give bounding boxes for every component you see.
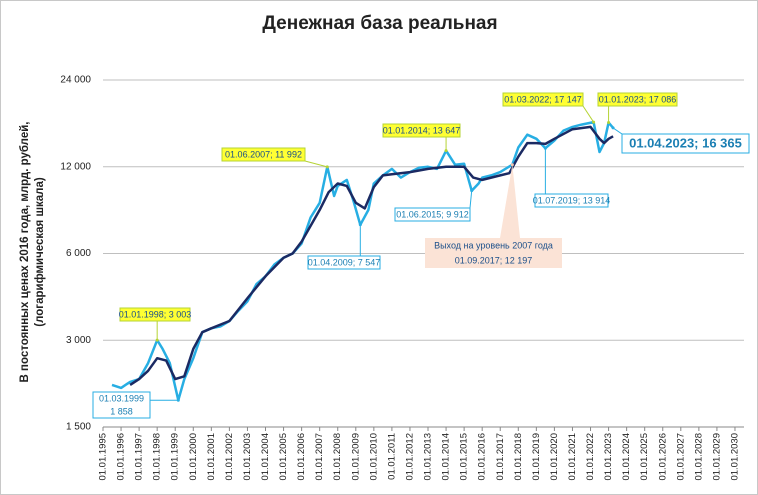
callout-leader xyxy=(612,127,623,135)
callout-box xyxy=(221,147,306,162)
callout-label: 01.09.2017; 12 197 xyxy=(455,255,533,265)
x-tick-label: 01.01.2019 xyxy=(531,433,542,481)
x-tick-label: 01.01.2021 xyxy=(567,433,578,481)
x-tick-label: 01.01.1995 xyxy=(98,433,109,481)
x-tick-label: 01.01.2029 xyxy=(711,433,722,481)
callout-label: 01.07.2019; 13 914 xyxy=(533,195,611,205)
x-tick-label: 01.01.2009 xyxy=(350,433,361,481)
y-tick-label: 12 000 xyxy=(60,161,91,172)
y-tick-label: 6 000 xyxy=(66,248,91,259)
y-tick-label: 1 500 xyxy=(66,422,91,433)
x-tick-label: 01.01.2013 xyxy=(423,433,434,481)
chart-title: Денежная база реальная xyxy=(262,13,497,34)
annotation-point xyxy=(510,163,514,167)
x-tick-label: 01.01.2010 xyxy=(368,433,379,481)
x-tick-label: 01.01.2015 xyxy=(459,433,470,481)
series-line xyxy=(129,125,614,386)
x-tick-label: 01.01.2030 xyxy=(729,433,740,481)
x-tick-label: 01.01.2012 xyxy=(404,433,415,481)
callout-label: Выход на уровень 2007 года xyxy=(434,240,553,250)
x-tick-label: 01.01.2006 xyxy=(296,433,307,481)
callout-box xyxy=(307,255,381,270)
x-tick-label: 01.01.2008 xyxy=(332,433,343,481)
annotation-point xyxy=(543,146,547,150)
x-tick-label: 01.01.2011 xyxy=(386,433,397,480)
callout-box xyxy=(425,238,562,268)
callout-box xyxy=(621,133,750,154)
annotation-point xyxy=(592,120,596,124)
callout-leader xyxy=(304,160,328,168)
callout-label: 01.01.1998; 3 003 xyxy=(119,309,192,319)
x-tick-label: 01.01.1996 xyxy=(116,433,127,481)
callout-leader xyxy=(469,190,473,209)
x-tick-label: 01.01.2020 xyxy=(549,433,560,481)
x-tick-label: 01.01.1998 xyxy=(152,433,163,481)
callout-box xyxy=(534,193,609,208)
callout-label: 01.04.2023; 16 365 xyxy=(629,135,742,150)
annotation-point xyxy=(470,189,474,193)
callout-label: 01.03.1999 xyxy=(99,393,144,403)
callout-label: 01.06.2015; 9 912 xyxy=(396,209,469,219)
annotation-point xyxy=(325,165,329,169)
annotation-point xyxy=(607,121,611,125)
annotation-point xyxy=(155,338,159,342)
y-axis-label: В постоянных ценах 2016 года, млрд. рубл… xyxy=(19,122,31,383)
x-tick-label: 01.01.2014 xyxy=(441,433,452,481)
y-tick-label: 24 000 xyxy=(60,75,91,86)
x-tick-label: 01.01.2025 xyxy=(639,433,650,481)
x-tick-label: 01.01.2007 xyxy=(314,433,325,481)
callout-leader xyxy=(582,105,595,123)
x-tick-label: 01.01.2023 xyxy=(603,433,614,481)
annotation-point xyxy=(611,126,615,130)
x-tick-label: 01.01.2017 xyxy=(495,433,506,481)
callout-label: 01.01.2023; 17 086 xyxy=(599,94,677,104)
y-tick-label: 3 000 xyxy=(66,335,91,346)
x-tick-label: 01.01.1997 xyxy=(134,433,145,481)
callout-pointer xyxy=(500,164,520,238)
x-tick-label: 01.01.2003 xyxy=(242,433,253,481)
callout-label: 01.06.2007; 11 992 xyxy=(225,149,302,159)
annotation-point xyxy=(444,149,448,153)
x-tick-label: 01.01.1999 xyxy=(170,433,181,481)
x-tick-label: 01.01.2004 xyxy=(260,433,271,481)
callout-label: 01.01.2014; 13 647 xyxy=(383,125,461,135)
callout-box xyxy=(92,391,151,419)
callout-box xyxy=(119,307,191,322)
x-tick-label: 01.01.2000 xyxy=(188,433,199,481)
callout-box xyxy=(394,207,471,222)
x-tick-label: 01.01.2022 xyxy=(585,433,596,481)
x-tick-label: 01.01.2005 xyxy=(278,433,289,481)
callout-box xyxy=(597,92,678,107)
x-tick-label: 01.01.2026 xyxy=(657,433,668,481)
series-line xyxy=(111,120,615,402)
x-tick-label: 01.01.2002 xyxy=(224,433,235,481)
callout-label: 1 858 xyxy=(110,406,133,416)
callout-box xyxy=(382,123,461,138)
annotation-point xyxy=(358,223,362,227)
x-tick-label: 01.01.2028 xyxy=(693,433,704,481)
x-tick-label: 01.01.2018 xyxy=(513,433,524,481)
callout-label: 01.04.2009; 7 547 xyxy=(308,257,381,267)
x-tick-label: 01.01.2027 xyxy=(675,433,686,481)
x-tick-label: 01.01.2016 xyxy=(477,433,488,481)
x-tick-label: 01.01.2024 xyxy=(621,433,632,481)
x-tick-label: 01.01.2001 xyxy=(206,433,217,481)
callout-box xyxy=(502,92,584,107)
annotation-point xyxy=(176,398,180,402)
callout-label: 01.03.2022; 17 147 xyxy=(504,94,582,104)
y-axis-label: (логарифмическая шкала) xyxy=(34,177,46,327)
